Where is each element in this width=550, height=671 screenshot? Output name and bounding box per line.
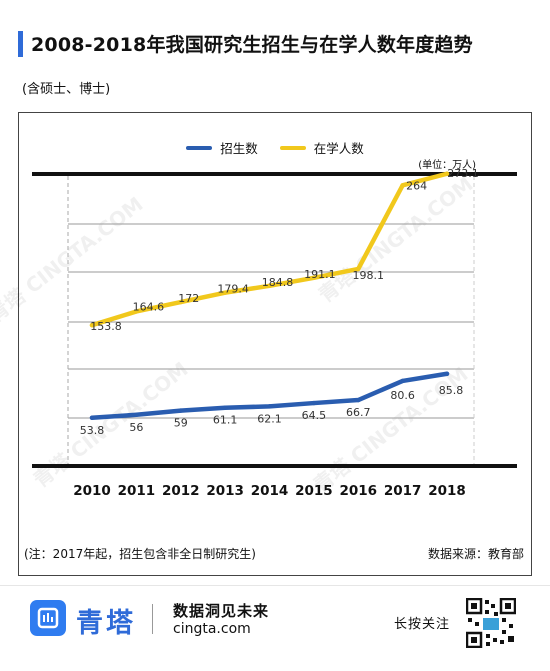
- data-label-students-2017: 264: [406, 179, 427, 192]
- footnote: (注：2017年起，招生包含非全日制研究生): [24, 547, 256, 561]
- unit-label: (单位：万人): [418, 160, 476, 171]
- x-tick-2018: 2018: [428, 483, 466, 499]
- data-label-enrollment-2011: 56: [129, 421, 143, 434]
- x-tick-2013: 2013: [206, 483, 244, 499]
- legend-item-students: 在学人数: [279, 138, 364, 157]
- legend-swatch-students: [279, 145, 306, 150]
- data-point-enrollment-2013: [222, 405, 228, 410]
- brand-site: cingta.com: [173, 621, 251, 637]
- data-point-enrollment-2010: [89, 415, 95, 420]
- brand-separator: [152, 604, 153, 634]
- data-label-students-2012: 172: [178, 292, 199, 305]
- legend-label-enrollment: 招生数: [220, 141, 258, 156]
- watermark-2: 青塔 CINGTA.COM: [314, 172, 478, 307]
- data-point-students-2013: [222, 290, 228, 295]
- footer-divider: [0, 585, 550, 586]
- qr-code-icon[interactable]: [465, 597, 517, 649]
- data-label-enrollment-2018: 85.8: [439, 384, 464, 397]
- data-label-students-2016: 198.1: [353, 269, 385, 282]
- data-label-enrollment-2015: 64.5: [302, 409, 327, 422]
- x-tick-2012: 2012: [162, 483, 200, 499]
- data-point-enrollment-2012: [178, 408, 183, 413]
- data-label-enrollment-2014: 62.1: [257, 412, 282, 425]
- x-tick-2011: 2011: [118, 483, 156, 499]
- data-label-students-2011: 164.6: [133, 300, 165, 313]
- legend-swatch-enrollment: [186, 145, 213, 150]
- data-point-enrollment-2011: [134, 412, 139, 417]
- cingta-logo-icon: [30, 600, 66, 636]
- data-point-enrollment-2015: [311, 400, 317, 406]
- brand-slogan: 数据洞见未来: [173, 602, 270, 620]
- data-label-students-2013: 179.4: [217, 283, 249, 296]
- data-label-enrollment-2012: 59: [174, 417, 188, 430]
- watermark-1: 青塔 CINGTA.COM: [0, 192, 148, 327]
- long-press-hint: 长按关注: [394, 617, 451, 632]
- data-label-students-2010: 153.8: [90, 320, 122, 333]
- data-point-students-2018: [444, 171, 450, 176]
- data-point-students-2014: [267, 283, 272, 289]
- data-point-students-2017: [400, 183, 405, 188]
- data-label-enrollment-2013: 61.1: [213, 414, 238, 427]
- x-tick-2010: 2010: [73, 483, 111, 499]
- data-point-students-2016: [356, 266, 361, 272]
- data-point-enrollment-2016: [356, 397, 361, 403]
- brand-name: 青塔: [76, 608, 136, 639]
- watermark-4: 青塔 CINGTA.COM: [309, 362, 473, 497]
- data-label-enrollment-2017: 80.6: [390, 389, 415, 402]
- data-point-students-2015: [311, 275, 317, 281]
- watermark-3: 青塔 CINGTA.COM: [29, 357, 193, 492]
- data-point-students-2012: [178, 299, 183, 305]
- data-point-enrollment-2014: [267, 404, 272, 409]
- legend-label-students: 在学人数: [313, 141, 364, 156]
- legend: 招生数 在学人数: [0, 138, 550, 157]
- data-source: 数据来源：教育部: [427, 547, 524, 561]
- data-label-enrollment-2016: 66.7: [346, 406, 371, 419]
- title-accent-bar: [18, 31, 23, 57]
- chart-frame: [18, 112, 532, 576]
- x-tick-2017: 2017: [384, 483, 422, 499]
- data-label-students-2015: 191.1: [304, 268, 336, 281]
- data-point-students-2010: [89, 322, 95, 328]
- data-label-enrollment-2010: 53.8: [80, 424, 105, 437]
- data-label-students-2014: 184.8: [262, 276, 294, 289]
- data-label-students-2018: 273.1: [447, 167, 479, 180]
- data-point-students-2011: [134, 309, 139, 314]
- data-point-enrollment-2017: [400, 378, 405, 384]
- data-point-enrollment-2018: [444, 371, 450, 376]
- x-tick-2015: 2015: [295, 483, 333, 499]
- x-tick-2014: 2014: [251, 483, 289, 499]
- legend-item-enrollment: 招生数: [186, 138, 258, 157]
- chart-subtitle: (含硕士、博士): [22, 82, 111, 97]
- chart-title: 2008-2018年我国研究生招生与在学人数年度趋势: [31, 34, 473, 56]
- x-tick-2016: 2016: [339, 483, 377, 499]
